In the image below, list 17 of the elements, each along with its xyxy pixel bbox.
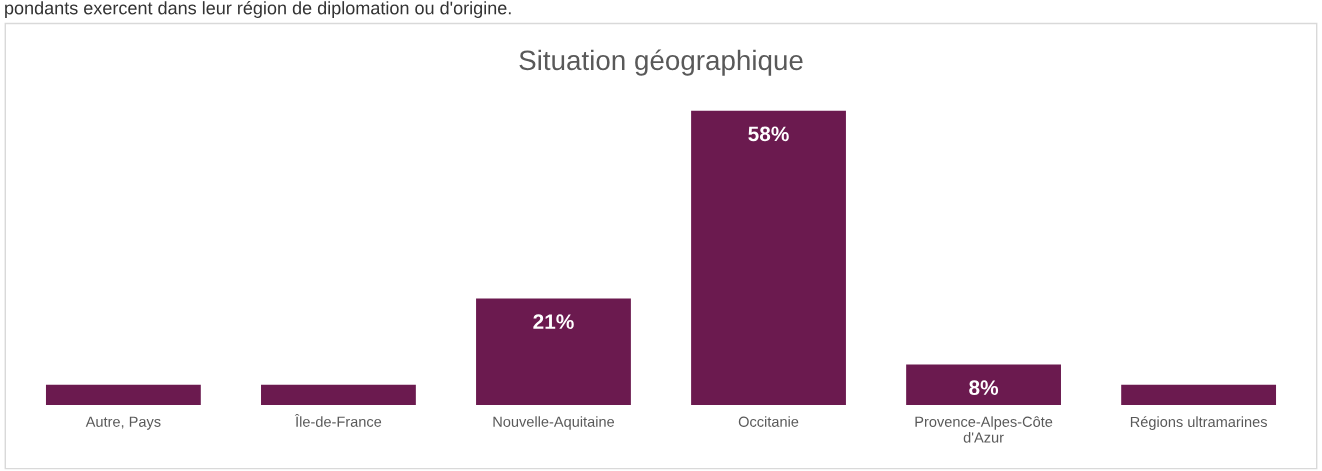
bar (476, 298, 631, 406)
bar (45, 384, 201, 406)
x-tick-label: Provence-Alpes-Côte d'Azur (915, 416, 1053, 443)
data-label: 21% (533, 314, 574, 330)
x-tick-label: Régions ultramarines (1130, 416, 1267, 430)
x-tick-label: Nouvelle-Aquitaine (493, 416, 615, 430)
chart-title: Situation géographique (519, 49, 803, 76)
x-tick-label: Autre, Pays (85, 416, 161, 430)
bar (261, 384, 416, 406)
bar (1121, 384, 1277, 406)
x-tick-label: Île-de-France (294, 413, 382, 427)
text: pondants exercent dans leur région de diplomation ou d'origine. (5, 0, 511, 18)
x-tick-label: Occitanie (738, 416, 799, 427)
bar (691, 110, 846, 406)
data-label: 8% (969, 380, 999, 396)
bar (906, 364, 1061, 406)
data-label: 58% (748, 126, 789, 142)
